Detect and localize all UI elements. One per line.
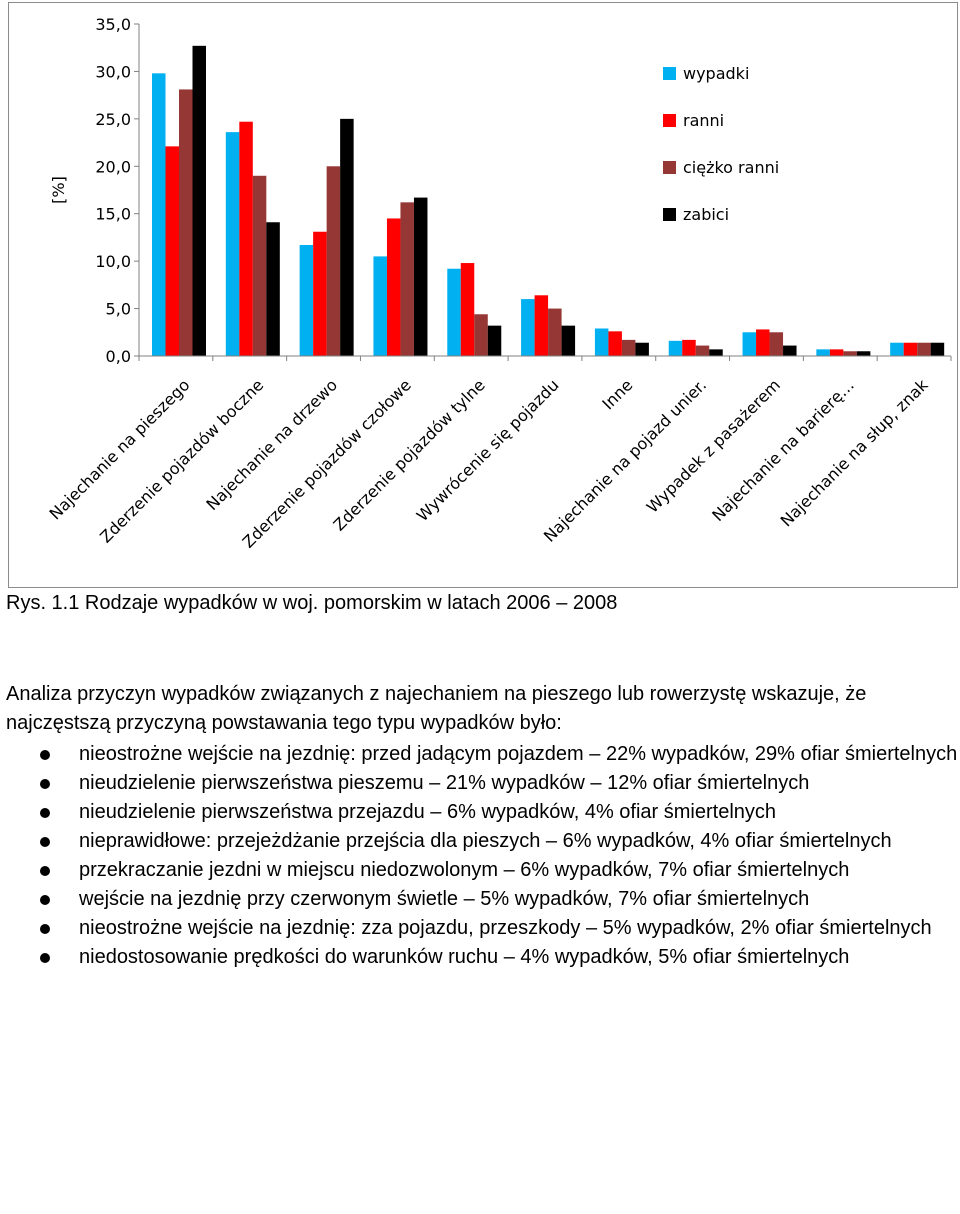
bar [340,118,354,356]
legend-label: ciężko ranni [683,158,779,177]
bar [695,345,710,356]
bar [816,349,830,356]
bar-chart: 35,0 30,0 25,0 20,0 15,0 10,0 5,0 0,0 [%] Najecha… [45,15,952,552]
y-tick-label: 30,0 [95,62,131,81]
bar [179,89,193,357]
list-item-text: nieudzielenie pierwszeństwa pieszemu – 2… [79,772,810,794]
bar [682,339,696,356]
intro-paragraph: Analiza przyczyn wypadków związanych z n… [6,683,867,734]
legend-swatch [663,114,676,127]
bar [903,342,918,356]
bar [756,329,770,356]
bar [608,331,622,356]
legend-swatch [663,67,676,80]
list-item: niedostosowanie prędkości do warunków ru… [6,943,960,972]
bar [561,325,576,356]
bar [266,222,280,356]
list-item-text: nieostrożne wejście na jezdnię: zza poja… [79,917,932,939]
bar [521,299,535,356]
bar [742,332,757,356]
list-item: nieostrożne wejście na jezdnię: zza poja… [6,914,960,943]
bullet-icon [40,808,50,818]
bar [769,332,784,356]
bar [165,146,179,356]
bar [668,340,683,356]
bar [548,308,562,356]
bar [252,175,267,356]
list-item-text: wejście na jezdnię przy czerwonym świetl… [79,888,810,910]
list-item: nieudzielenie pierwszeństwa pieszemu – 2… [6,769,960,798]
list-item: nieostrożne wejście na jezdnię: przed ja… [6,740,960,769]
bar [930,342,945,356]
list-item-text: przekraczanie jezdni w miejscu niedozwol… [79,859,850,881]
bar [474,314,488,356]
bar [460,263,475,356]
list-item: przekraczanie jezdni w miejscu niedozwol… [6,856,960,885]
list-item: nieprawidłowe: przejeżdżanie przejścia d… [6,827,960,856]
bar [917,342,931,356]
y-tick-label: 35,0 [95,15,131,34]
bar [890,342,904,356]
bar [447,268,461,356]
legend-swatch [663,208,676,221]
bar [635,342,649,356]
bullet-icon [40,837,50,847]
y-tick-label: 15,0 [95,205,131,224]
x-tick-label: Inne [598,375,636,413]
x-tick-label: Wywrócenie się pojazdu [413,375,563,525]
bar [386,218,401,356]
bar [152,73,166,356]
legend-label: ranni [683,111,724,130]
causes-list: nieostrożne wejście na jezdnię: przed ja… [6,740,960,972]
y-axis-label: [%] [49,176,68,204]
bullet-icon [40,750,50,760]
list-item: wejście na jezdnię przy czerwonym świetl… [6,885,960,914]
x-tick-label: Najechanie na słup, znak [777,375,933,531]
bullet-icon [40,895,50,905]
list-item-text: nieprawidłowe: przejeżdżanie przejścia d… [79,830,892,852]
bar [299,245,314,356]
bar [373,256,387,356]
bar [313,231,327,356]
bar [783,345,797,356]
x-tick-label: Wypadek z pasażerem [643,375,784,516]
bullet-icon [40,866,50,876]
chart-frame: 35,0 30,0 25,0 20,0 15,0 10,0 5,0 0,0 [%] Najecha… [8,2,958,588]
bar [326,166,341,356]
bullet-icon [40,779,50,789]
y-tick-label: 0,0 [106,347,131,366]
bar [843,351,857,356]
list-item-text: nieudzielenie pierwszeństwa przejazdu – … [79,801,777,823]
y-tick-label: 10,0 [95,252,131,271]
bullet-icon [40,924,50,934]
bar [534,295,549,356]
y-tick-label: 5,0 [106,300,131,319]
bar [239,121,253,357]
bar [594,328,609,356]
x-tick-label: Najechanie na pieszego [45,375,193,523]
x-tick-label: Zderzenie pojazdów tylne [330,375,489,534]
list-item-text: nieostrożne wejście na jezdnię: przed ja… [79,743,958,765]
bar [413,197,428,356]
bar [621,339,636,356]
bar [192,45,206,357]
figure-caption: Rys. 1.1 Rodzaje wypadków w woj. pomorsk… [6,592,618,614]
bar [709,349,723,356]
list-item: nieudzielenie pierwszeństwa przejazdu – … [6,798,960,827]
legend-label: wypadki [683,64,749,83]
list-item-text: niedostosowanie prędkości do warunków ru… [79,946,850,968]
x-tick-label: Najechanie na barierę… [708,375,858,525]
y-tick-label: 25,0 [95,110,131,129]
bar [400,202,414,356]
legend-label: zabici [683,205,729,224]
x-tick-label: Najechanie na drzewo [202,375,341,514]
bar [225,132,240,356]
bar [829,349,844,356]
bar [487,325,502,356]
bullet-icon [40,953,50,963]
bar [856,351,871,356]
legend-swatch [663,161,676,174]
y-tick-label: 20,0 [95,157,131,176]
